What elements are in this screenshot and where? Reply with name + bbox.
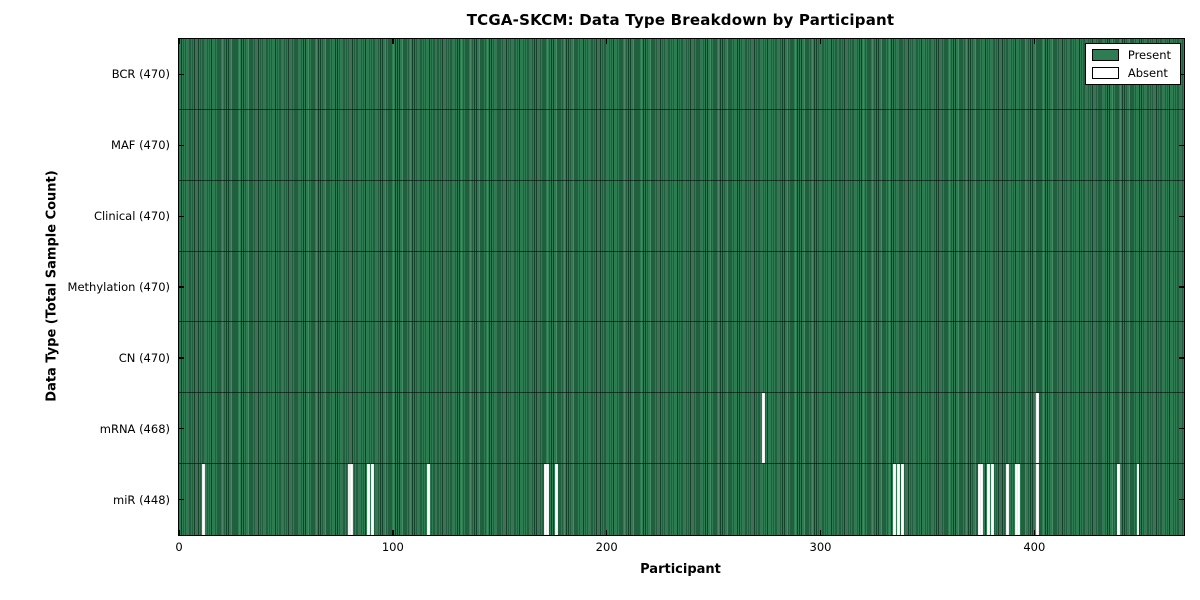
y-tick-label-mir: miR (448) [113, 492, 170, 507]
absent-mark [347, 464, 351, 535]
x-tick-label-100: 100 [381, 540, 404, 554]
x-axis-tick [179, 530, 181, 535]
absent-mark [1006, 464, 1010, 535]
y-tick-label-maf: MAF (470) [111, 138, 170, 153]
absent-mark [366, 464, 370, 535]
x-axis-tick [819, 530, 822, 535]
absent-mark [426, 464, 430, 535]
absent-mark [1036, 464, 1039, 535]
y-tick-label-mrna: mRNA (468) [99, 421, 170, 436]
y-axis-tick [179, 215, 184, 217]
y-axis-tick [1179, 73, 1184, 76]
y-tick-label-cn: CN (470) [118, 350, 170, 365]
absent-swatch-icon [1091, 67, 1119, 79]
absent-mark [1014, 464, 1018, 535]
x-axis-tick [606, 530, 608, 535]
row-mrna [179, 393, 1184, 465]
absent-mark [546, 464, 550, 535]
row-cn [179, 322, 1184, 394]
x-axis-tick [819, 39, 822, 44]
x-axis-tick [1033, 39, 1036, 44]
absent-mark [892, 464, 896, 535]
x-tick-label-300: 300 [809, 540, 832, 554]
x-axis-label: Participant [640, 562, 721, 577]
absent-mark [1136, 464, 1140, 535]
x-tick-label-200: 200 [595, 540, 618, 554]
row-maf [179, 109, 1184, 181]
row-methylation [179, 251, 1184, 323]
x-axis-tick [392, 530, 394, 535]
y-axis-tick [1179, 144, 1184, 146]
absent-mark [978, 464, 982, 535]
x-axis-tick [1033, 530, 1036, 535]
absent-mark [897, 464, 900, 535]
present-swatch-icon [1091, 49, 1119, 61]
row-mir [179, 464, 1184, 535]
legend-item-present: Present [1091, 48, 1171, 62]
row-clinical [179, 180, 1184, 252]
y-axis-tick [179, 357, 184, 359]
absent-mark [544, 464, 548, 535]
y-axis-tick [179, 498, 184, 501]
y-axis-tick [179, 286, 184, 288]
plot-area: Present Absent [178, 38, 1185, 536]
legend-label: Absent [1127, 66, 1168, 80]
chart-title: TCGA-SKCM: Data Type Breakdown by Partic… [466, 11, 895, 29]
absent-mark [901, 464, 905, 535]
y-axis-tick [179, 428, 184, 430]
x-tick-label-400: 400 [1023, 540, 1046, 554]
x-tick-label-0: 0 [175, 540, 183, 554]
absent-mark [1036, 393, 1039, 464]
y-tick-label-clinical: Clinical (470) [93, 209, 170, 224]
absent-mark [986, 464, 990, 535]
y-tick-label-bcr: BCR (470) [111, 67, 170, 82]
y-axis-tick [179, 144, 184, 146]
x-axis-tick [392, 39, 394, 44]
y-axis-tick [1179, 357, 1184, 359]
absent-mark [371, 464, 374, 535]
absent-mark [349, 464, 353, 535]
y-axis-tick [1179, 286, 1184, 288]
x-axis-tick [606, 39, 608, 44]
y-axis-tick [1179, 215, 1184, 217]
absent-mark [762, 393, 766, 464]
absent-mark [991, 464, 995, 535]
y-axis-tick [179, 73, 184, 76]
y-axis-tick [1179, 428, 1184, 430]
absent-mark [1016, 464, 1020, 535]
y-tick-label-methylation: Methylation (470) [67, 280, 170, 294]
absent-mark [202, 464, 206, 535]
absent-mark [554, 464, 558, 535]
absent-mark [980, 464, 984, 535]
legend: Present Absent [1084, 43, 1181, 85]
row-bcr [179, 39, 1184, 110]
absent-mark [1117, 464, 1121, 535]
y-axis-tick [1179, 498, 1184, 501]
legend-label: Present [1127, 48, 1171, 62]
legend-item-absent: Absent [1091, 66, 1171, 80]
x-axis-tick [179, 39, 181, 44]
